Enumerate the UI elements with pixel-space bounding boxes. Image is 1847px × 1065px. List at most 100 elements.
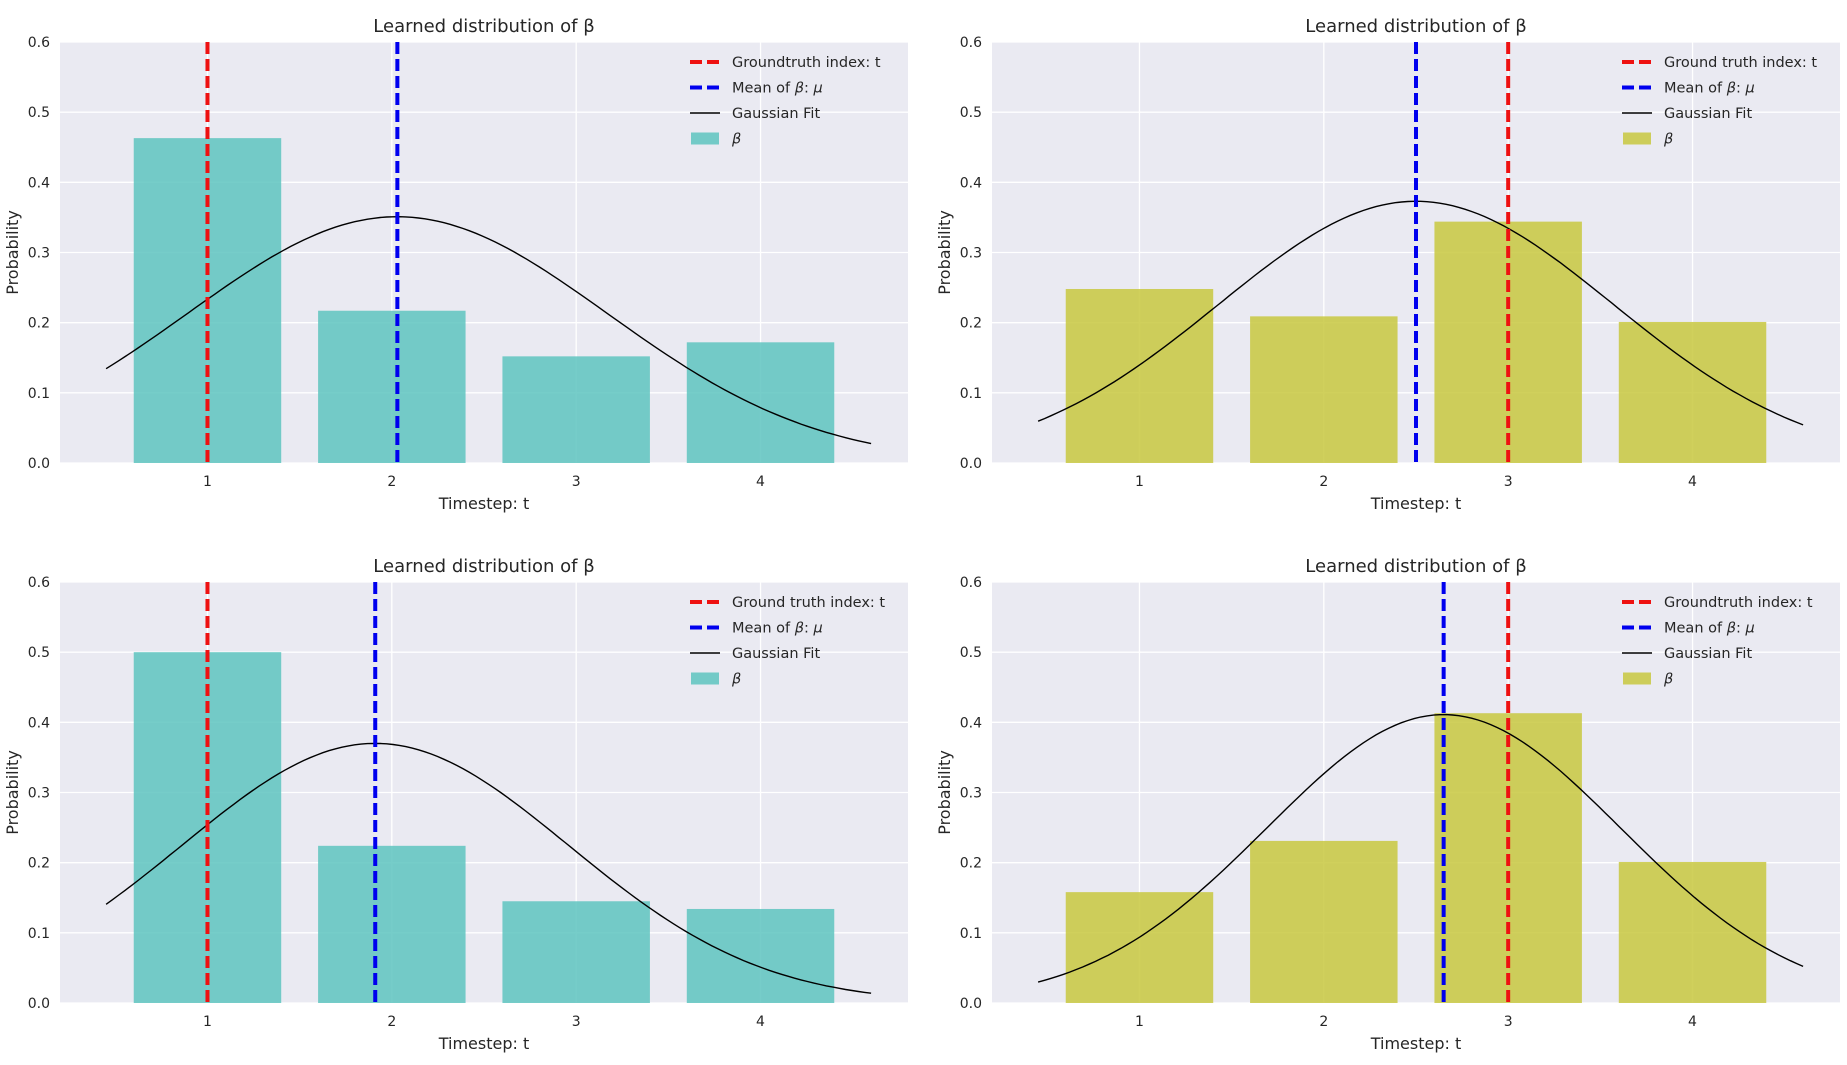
chart-panel-3: 0.0 0.1 0.2 0.3 0.4 0.5 0.6 1 2 3 4 Learned distrib…: [0, 540, 915, 1061]
chart-svg: 0.0 0.1 0.2 0.3 0.4 0.5 0.6 1 2 3 4 Learned distrib…: [935, 556, 1840, 1053]
y-tick-label: 0.1: [28, 926, 50, 942]
legend-mean-label: Mean of β: μ: [732, 621, 823, 637]
legend-mean-sep: :: [804, 81, 814, 97]
y-tick-label: 0.2: [960, 316, 982, 332]
x-tick-label: 1: [203, 474, 212, 490]
chart-title: Learned distribution of β: [1305, 556, 1526, 577]
x-tick-label: 1: [203, 1014, 212, 1030]
y-tick-label: 0.3: [28, 786, 50, 802]
x-tick-label: 4: [1688, 474, 1697, 490]
bar: [1065, 288, 1214, 463]
y-tick-label: 0.3: [960, 246, 982, 262]
x-axis-label: Timestep: t: [438, 494, 530, 513]
x-tick-label: 4: [756, 1014, 765, 1030]
legend-mean-mu: μ: [812, 81, 822, 97]
legend-mean-label: Mean of β: μ: [1664, 81, 1755, 97]
legend-beta-swatch: [691, 672, 719, 685]
y-tick-label: 0.6: [28, 575, 50, 591]
legend-mean-prefix: Mean of: [1664, 81, 1727, 97]
chart-title: Learned distribution of β: [1305, 16, 1526, 37]
x-tick-label: 3: [1504, 474, 1513, 490]
y-tick-label: 0.5: [28, 105, 50, 121]
y-axis-label: Probability: [3, 750, 22, 835]
x-axis-label: Timestep: t: [1370, 1034, 1462, 1053]
legend-beta-swatch: [691, 132, 719, 145]
x-tick-label: 2: [387, 1014, 396, 1030]
chart-title: Learned distribution of β: [373, 16, 594, 37]
x-tick-label: 1: [1135, 1014, 1144, 1030]
legend-beta-label: β: [731, 132, 741, 148]
x-axis-label: Timestep: t: [1370, 494, 1462, 513]
chart-svg: 0.0 0.1 0.2 0.3 0.4 0.5 0.6 1 2 3 4 Learned distrib…: [3, 556, 908, 1053]
y-tick-label: 0.2: [28, 316, 50, 332]
gaussian-fit-curve: [105, 215, 872, 445]
chart-panel-2: 0.0 0.1 0.2 0.3 0.4 0.5 0.6 1 2 3 4 Learned distrib…: [932, 0, 1847, 521]
y-tick-label: 0.0: [28, 456, 50, 472]
legend-mean-label: Mean of β: μ: [1664, 621, 1755, 637]
bar: [318, 845, 466, 1003]
gaussian-fit-curve: [105, 742, 872, 994]
legend-beta-swatch: [1623, 132, 1651, 145]
y-tick-label: 0.0: [28, 996, 50, 1012]
chart-panel-1: 0.0 0.1 0.2 0.3 0.4 0.5 0.6 1 2 3 4 Learned distrib…: [0, 0, 915, 521]
y-tick-label: 0.4: [960, 175, 982, 191]
gaussian-fit-curve: [1037, 200, 1804, 426]
x-axis-label: Timestep: t: [438, 1034, 530, 1053]
legend-mean-prefix: Mean of: [732, 81, 795, 97]
x-tick-label: 3: [572, 1014, 581, 1030]
x-tick-label: 1: [1135, 474, 1144, 490]
chart-svg: 0.0 0.1 0.2 0.3 0.4 0.5 0.6 1 2 3 4 Learned distrib…: [3, 16, 908, 513]
legend-beta-swatch: [1623, 672, 1651, 685]
x-tick-label: 4: [1688, 1014, 1697, 1030]
y-tick-label: 0.0: [960, 456, 982, 472]
y-tick-label: 0.2: [28, 856, 50, 872]
bar: [502, 356, 650, 463]
y-tick-label: 0.3: [28, 246, 50, 262]
chart-title: Learned distribution of β: [373, 556, 594, 577]
y-tick-label: 0.0: [960, 996, 982, 1012]
y-tick-label: 0.4: [960, 715, 982, 731]
bar: [1250, 840, 1398, 1003]
y-tick-label: 0.1: [28, 386, 50, 402]
legend-mean-beta: β: [794, 621, 804, 637]
legend-mean-beta: β: [794, 81, 804, 97]
legend-mean-beta: β: [1726, 81, 1736, 97]
chart-panel-4: 0.0 0.1 0.2 0.3 0.4 0.5 0.6 1 2 3 4 Learned distrib…: [932, 540, 1847, 1061]
gaussian-fit-curve: [1037, 713, 1804, 983]
x-tick-label: 2: [1319, 474, 1328, 490]
y-tick-label: 0.4: [28, 715, 50, 731]
legend-gaussian-label: Gaussian Fit: [1664, 646, 1752, 662]
bar: [502, 901, 650, 1003]
x-tick-label: 3: [1504, 1014, 1513, 1030]
y-tick-label: 0.6: [960, 575, 982, 591]
legend-mean-sep: :: [1736, 621, 1746, 637]
legend-mean-mu: μ: [1744, 621, 1754, 637]
legend-gaussian-label: Gaussian Fit: [1664, 106, 1752, 122]
legend-mean-prefix: Mean of: [732, 621, 795, 637]
x-tick-label: 2: [387, 474, 396, 490]
y-axis-label: Probability: [935, 750, 954, 835]
bar: [1065, 892, 1214, 1003]
x-tick-label: 4: [756, 474, 765, 490]
legend-gaussian-label: Gaussian Fit: [732, 646, 820, 662]
legend-beta-label: β: [731, 672, 741, 688]
y-tick-label: 0.5: [960, 105, 982, 121]
legend-mean-beta: β: [1726, 621, 1736, 637]
y-axis-label: Probability: [3, 210, 22, 295]
legend: Ground truth index: t Mean of β: μ Gaussia…: [690, 595, 885, 688]
y-tick-label: 0.1: [960, 386, 982, 402]
y-tick-label: 0.6: [28, 35, 50, 51]
y-axis-label: Probability: [935, 210, 954, 295]
legend-mean-prefix: Mean of: [1664, 621, 1727, 637]
x-tick-label: 2: [1319, 1014, 1328, 1030]
legend: Ground truth index: t Mean of β: μ Gaussia…: [1622, 55, 1817, 148]
legend-mean-mu: μ: [1744, 81, 1754, 97]
legend-mean-sep: :: [804, 621, 814, 637]
x-tick-label: 3: [572, 474, 581, 490]
legend-groundtruth-label: Groundtruth index: t: [732, 55, 881, 71]
bar: [1618, 321, 1767, 463]
bar: [318, 310, 466, 463]
legend-mean-label: Mean of β: μ: [732, 81, 823, 97]
legend-groundtruth-label: Groundtruth index: t: [1664, 595, 1813, 611]
bar: [1250, 316, 1398, 463]
